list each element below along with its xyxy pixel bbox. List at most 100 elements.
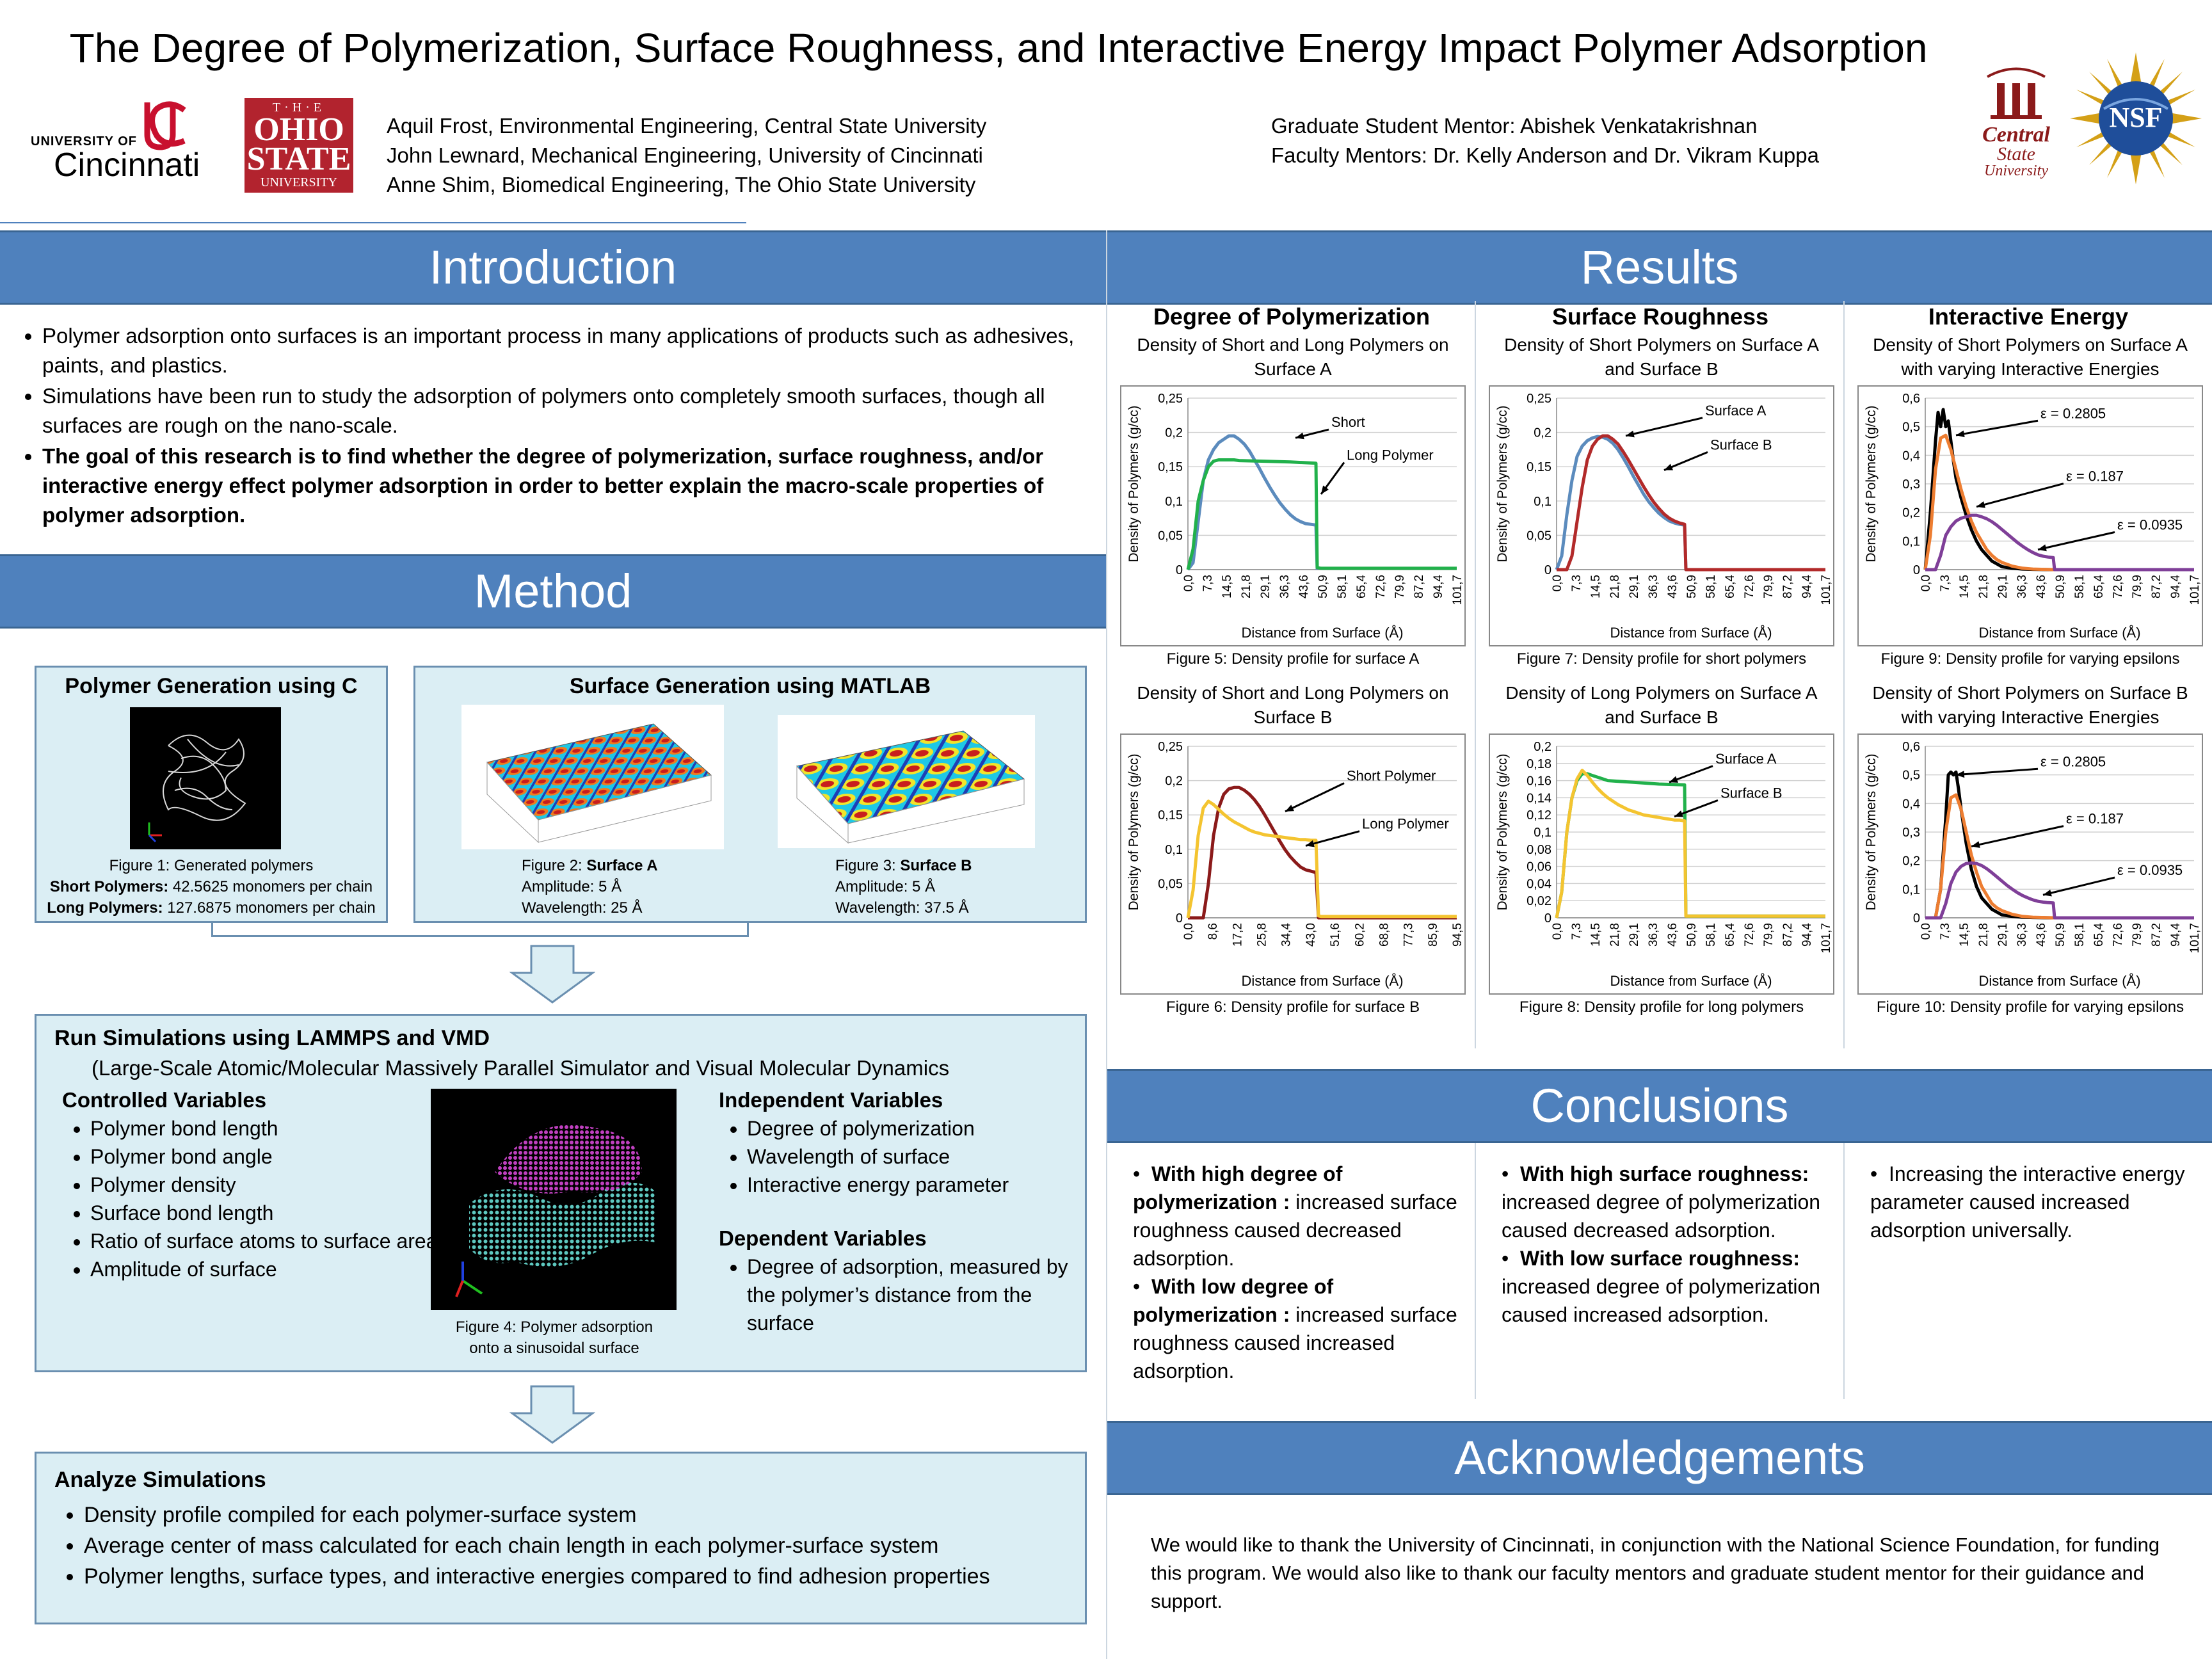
conclusion-bold: With low degree of polymerization :: [1133, 1275, 1334, 1326]
x-tick-label: 14,5: [1589, 575, 1603, 598]
x-tick-label: 65,4: [2092, 923, 2106, 947]
osu-logo: T·H·E OHIO STATE UNIVERSITY: [244, 98, 353, 193]
short-polymer-value: 42.5625 monomers per chain: [168, 878, 373, 895]
x-tick-label: 101,7: [1820, 923, 1833, 954]
y-tick-label: 0: [1544, 563, 1551, 577]
x-tick-label: 36,3: [1278, 575, 1292, 598]
author-3: Anne Shim, Biomedical Engineering, The O…: [387, 173, 976, 196]
nsf-logo: NSF: [2069, 51, 2203, 186]
method-heading: Method: [0, 554, 1106, 629]
x-tick-label: 43,6: [2035, 575, 2048, 598]
controlled-item: Polymer bond length: [90, 1114, 446, 1142]
x-tick-label: 79,9: [1762, 575, 1775, 598]
y-tick-label: 0: [1176, 911, 1183, 926]
x-tick-label: 94,4: [2169, 923, 2183, 947]
x-tick-label: 36,3: [2016, 575, 2029, 598]
figure2-wavelength: Wavelength: 25 Å: [522, 899, 643, 917]
figure2-caption: Figure 2: Surface A Amplitude: 5 Å Wavel…: [522, 855, 658, 918]
run-simulations-title: Run Simulations using LAMMPS and VMD: [54, 1026, 490, 1050]
chart-title: Density of Short and Long Polymers on Su…: [1137, 683, 1449, 727]
independent-item: Degree of polymerization: [747, 1114, 1077, 1142]
conclusion-text: Increasing the interactive energy parame…: [1870, 1162, 2185, 1242]
osu-top-text: T·H·E: [272, 100, 326, 115]
x-tick-label: 8,6: [1206, 923, 1220, 940]
figure3-title: Figure 3: Surface B: [835, 855, 972, 876]
x-tick-label: 25,8: [1256, 923, 1269, 947]
chart-fig5: 0 0,05 0,1 0,15 0,2 0,25 0,0 7,3 14,5 21,8 29,1 36,…: [1120, 385, 1466, 646]
x-tick-label: 43,6: [1666, 923, 1679, 947]
analyze-simulations-box: Analyze Simulations Density profile comp…: [35, 1452, 1087, 1624]
x-tick-label: 7,3: [1939, 575, 1952, 591]
annotation-label: ε = 0.2805: [2040, 753, 2106, 769]
y-tick-label: 0: [1176, 563, 1183, 577]
y-axis-label: Density of Polymers (g/cc): [1126, 405, 1141, 562]
y-tick-label: 0,08: [1527, 843, 1551, 857]
poster-title: The Degree of Polymerization, Surface Ro…: [69, 25, 1928, 71]
annotation-arrowhead: [1321, 485, 1329, 495]
column-divider: [1106, 230, 1107, 1659]
results-col-head-2: Surface Roughness: [1551, 303, 1769, 330]
nsf-globe-icon: [2070, 52, 2202, 184]
x-tick-label: 101,7: [2188, 923, 2202, 954]
x-tick-label: 72,6: [1743, 923, 1756, 947]
conclusion-text: increased degree of polymerization cause…: [1502, 1275, 1821, 1326]
x-tick-label: 94,4: [1432, 575, 1445, 598]
down-arrow-icon: [509, 945, 595, 1004]
uc-big-text: Cincinnati: [54, 147, 200, 184]
x-tick-label: 58,1: [2073, 575, 2087, 598]
figure1-title: Figure 1: Generated polymers: [109, 857, 314, 874]
chart-title: Density of Short and Long Polymers on Su…: [1137, 335, 1449, 379]
osu-state-text: STATE: [246, 141, 351, 177]
figure4-caption: Figure 4: Polymer adsorption onto a sinu…: [423, 1317, 685, 1359]
x-tick-label: 21,8: [1977, 575, 1991, 598]
intro-bullet-2: Simulations have been run to study the a…: [42, 381, 1088, 440]
chart-fig10: 0 0,1 0,2 0,3 0,4 0,5 0,6 0,0 7,3 14,5 21,8 29,1 36,…: [1857, 733, 2203, 995]
uc-logo: UNIVERSITY OF Cincinnati: [26, 96, 205, 186]
y-tick-label: 0,25: [1527, 392, 1551, 406]
conclusions-col-1: • With high degree of polymerization : i…: [1133, 1160, 1466, 1385]
controlled-item: Surface bond length: [90, 1199, 446, 1227]
chart-title: Density of Short Polymers on Surface A a…: [1504, 335, 1819, 379]
results-col-divider: [1843, 301, 1845, 1048]
y-axis-label: Density of Polymers (g/cc): [1126, 753, 1141, 910]
annotation-arrow: [1955, 767, 2039, 776]
analyze-item: Average center of mass calculated for ea…: [84, 1530, 990, 1561]
x-tick-label: 0,0: [1182, 575, 1196, 591]
annotation-arrowhead: [1306, 840, 1315, 847]
x-tick-label: 101,7: [2188, 575, 2202, 605]
y-tick-label: 0,05: [1158, 877, 1183, 891]
polymer-generation-title: Polymer Generation using C: [65, 674, 358, 698]
introduction-body: Polymer adsorption onto surfaces is an i…: [13, 321, 1088, 531]
conclusions-col-2: • With high surface roughness: increased…: [1502, 1160, 1834, 1329]
results-heading: Results: [1107, 230, 2212, 305]
annotation-arrowhead: [1626, 430, 1635, 438]
annotation-label: Short Polymer: [1347, 768, 1436, 784]
x-tick-label: 65,4: [2092, 575, 2106, 598]
y-tick-label: 0,06: [1527, 860, 1551, 874]
run-simulations-box: Run Simulations using LAMMPS and VMD (La…: [35, 1014, 1087, 1372]
y-axis-label: Density of Polymers (g/cc): [1495, 753, 1510, 910]
y-tick-label: 0,1: [1902, 883, 1920, 897]
dependent-item: Degree of adsorption, measured by the po…: [747, 1253, 1077, 1337]
analyze-simulations-title: Analyze Simulations: [54, 1468, 266, 1492]
results-col-divider: [1475, 301, 1476, 1048]
x-tick-label: 21,8: [1608, 575, 1622, 598]
long-polymer-info: Long Polymers: 127.6875 monomers per cha…: [36, 897, 386, 918]
x-tick-label: 94,4: [1800, 923, 1814, 947]
chart-fig7: 0 0,05 0,1 0,15 0,2 0,25 0,0 7,3 14,5 21,8 29,1 36,…: [1489, 385, 1834, 646]
y-tick-label: 0,15: [1158, 808, 1183, 822]
polymer-generation-box: Polymer Generation using C Figure 1: Gen…: [35, 666, 388, 923]
x-tick-label: 79,9: [1393, 575, 1407, 598]
x-tick-label: 94,5: [1451, 923, 1464, 947]
independent-item: Interactive energy parameter: [747, 1171, 1077, 1199]
x-tick-label: 50,9: [1685, 575, 1699, 598]
figure-caption: Figure 6: Density profile for surface B: [1166, 998, 1420, 1016]
author-1: Aquil Frost, Environmental Engineering, …: [387, 114, 987, 138]
controlled-item: Ratio of surface atoms to surface area: [90, 1227, 446, 1255]
y-tick-label: 0,1: [1534, 495, 1551, 509]
x-tick-label: 21,8: [1240, 575, 1253, 598]
independent-variables: Independent Variables Degree of polymeri…: [719, 1086, 1077, 1337]
nsf-text: NSF: [2109, 102, 2163, 133]
x-tick-label: 50,9: [2054, 923, 2067, 947]
chart-frame: [1857, 385, 2203, 646]
